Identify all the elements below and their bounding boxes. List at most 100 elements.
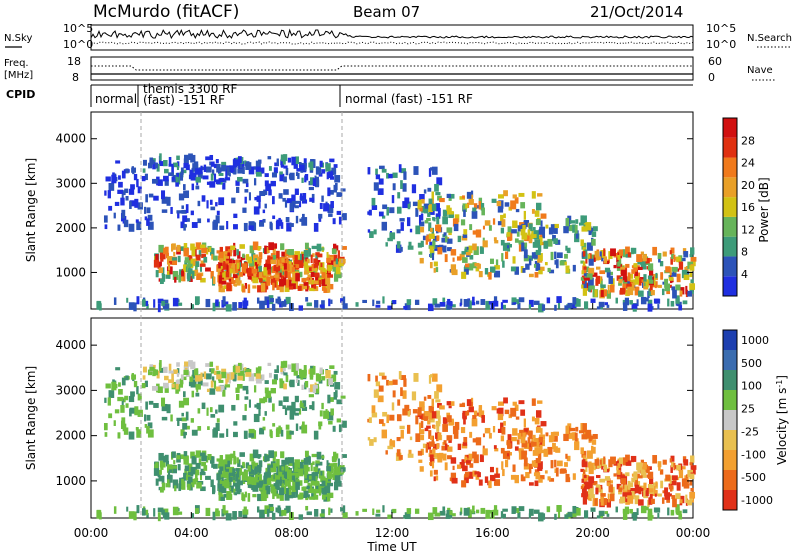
power-echo-cell: [431, 203, 437, 211]
velocity-echo-cell: [598, 510, 605, 517]
power-echo-cell: [464, 269, 469, 275]
velocity-echo-cell: [622, 511, 628, 520]
velocity-echo-cell: [281, 509, 287, 516]
velocity-echo-cell: [168, 379, 174, 383]
power-echo-cell: [687, 290, 693, 297]
power-echo-cell: [161, 274, 166, 282]
velocity-echo-cell: [299, 403, 304, 408]
power-echo-cell: [197, 218, 202, 224]
velocity-echo-cell: [176, 379, 179, 386]
power-echo-cell: [671, 286, 676, 291]
power-echo-cell: [418, 215, 421, 224]
power-echo-cell: [649, 285, 653, 292]
power-echo-cell: [153, 195, 159, 201]
power-echo-cell: [287, 276, 292, 280]
power-echo-cell: [462, 203, 467, 212]
velocity-echo-cell: [317, 461, 323, 466]
power-echo-cell: [111, 174, 117, 184]
velocity-echo-cell: [472, 415, 477, 419]
velocity-echo-cell: [232, 477, 236, 484]
power-echo-cell: [556, 252, 563, 259]
velocity-echo-cell: [289, 410, 294, 419]
power-echo-cell: [232, 159, 238, 168]
velocity-echo-cell: [592, 433, 598, 439]
power-echo-cell: [128, 223, 135, 232]
velocity-echo-cell: [462, 402, 465, 406]
power-echo-cell: [435, 203, 440, 212]
power-echo-cell: [313, 272, 320, 278]
power-echo-cell: [547, 267, 551, 273]
velocity-echo-cell: [501, 426, 506, 435]
velocity-echo-cell: [104, 397, 107, 403]
velocity-echo-cell: [502, 468, 505, 477]
velocity-echo-cell: [114, 409, 120, 414]
velocity-echo-cell: [336, 418, 342, 423]
power-echo-cell: [559, 260, 565, 266]
power-echo-cell: [254, 258, 259, 262]
power-echo-cell: [618, 278, 623, 284]
velocity-echo-cell: [258, 480, 263, 487]
velocity-echo-cell: [285, 505, 291, 513]
power-colorbar-swatch: [723, 216, 737, 237]
velocity-echo-cell: [312, 472, 319, 478]
velocity-echo-cell: [590, 507, 596, 512]
power-echo-cell: [681, 269, 688, 279]
power-echo-cell: [503, 213, 506, 219]
velocity-echo-cell: [315, 476, 318, 481]
velocity-echo-cell: [248, 399, 251, 408]
power-echo-cell: [155, 270, 159, 278]
power-echo-cell: [480, 202, 485, 211]
velocity-echo-cell: [229, 485, 234, 493]
power-echo-cell: [683, 274, 690, 281]
velocity-echo-cell: [167, 479, 170, 484]
velocity-echo-cell: [267, 477, 272, 483]
power-echo-cell: [248, 225, 254, 230]
velocity-echo-cell: [235, 387, 240, 393]
velocity-echo-cell: [133, 511, 137, 521]
power-echo-cell: [203, 256, 208, 263]
power-echo-cell: [210, 248, 215, 256]
velocity-echo-cell: [242, 509, 249, 515]
velocity-echo-cell: [248, 433, 254, 438]
power-echo-cell: [255, 160, 261, 169]
power-echo-cell: [668, 277, 674, 281]
power-echo-cell: [406, 217, 411, 227]
velocity-echo-cell: [155, 369, 158, 376]
power-echo-cell: [259, 300, 265, 309]
y-tick-label: 3000: [55, 176, 86, 190]
velocity-echo-cell: [442, 506, 446, 514]
velocity-echo-cell: [575, 438, 579, 447]
velocity-echo-cell: [279, 380, 285, 389]
power-echo-cell: [187, 275, 191, 282]
velocity-echo-cell: [329, 365, 335, 369]
velocity-echo-cell: [591, 446, 596, 454]
power-echo-cell: [173, 251, 176, 257]
power-echo-cell: [504, 202, 510, 207]
power-echo-cell: [264, 173, 269, 178]
nsearch-tick-bottom: 10^0: [706, 38, 736, 51]
velocity-echo-cell: [444, 443, 448, 451]
power-echo-cell: [367, 167, 371, 175]
power-echo-cell: [619, 276, 623, 281]
velocity-echo-cell: [196, 482, 202, 489]
velocity-echo-cell: [588, 476, 595, 484]
velocity-echo-cell: [191, 479, 195, 488]
power-echo-cell: [404, 197, 410, 204]
velocity-echo-cell: [312, 385, 316, 394]
velocity-echo-cell: [286, 472, 290, 480]
power-echo-cell: [314, 179, 320, 187]
power-echo-cell: [654, 284, 657, 289]
velocity-echo-cell: [159, 360, 162, 368]
velocity-echo-cell: [525, 472, 530, 479]
power-echo-cell: [355, 302, 359, 307]
velocity-echo-cell: [178, 400, 185, 408]
velocity-echo-cell: [210, 456, 215, 464]
velocity-echo-cell: [532, 441, 537, 446]
power-echo-cell: [196, 273, 202, 280]
velocity-echo-cell: [149, 366, 155, 371]
velocity-echo-cell: [512, 464, 516, 472]
power-echo-cell: [502, 260, 505, 268]
power-echo-cell: [488, 301, 492, 305]
velocity-echo-cell: [212, 376, 215, 383]
velocity-echo-cell: [313, 481, 320, 486]
